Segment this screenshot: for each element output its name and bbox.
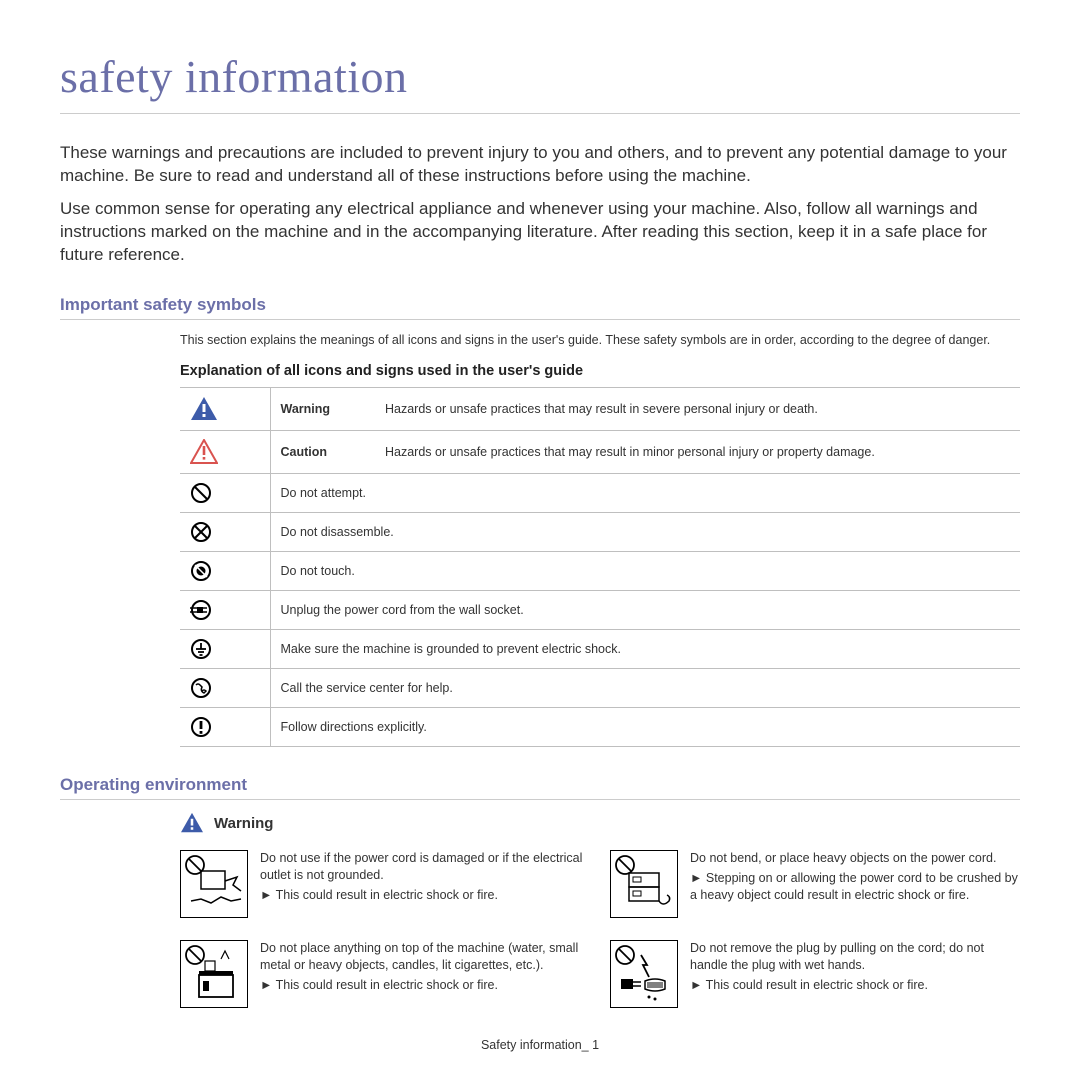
table-row: Unplug the power cord from the wall sock… (180, 591, 1020, 630)
operating-grid: Do not use if the power cord is damaged … (180, 850, 1020, 1008)
intro-paragraph-2: Use common sense for operating any elect… (60, 198, 1020, 267)
do-not-disassemble-text: Do not disassemble. (270, 513, 1020, 552)
ground-text: Make sure the machine is grounded to pre… (270, 630, 1020, 669)
warning-label: Warning (270, 388, 375, 431)
op-item-text: Do not place anything on top of the mach… (260, 940, 590, 974)
caution-label: Caution (270, 431, 375, 474)
op-item-on-top: Do not place anything on top of the mach… (180, 940, 590, 1008)
intro-paragraph-1: These warnings and precautions are inclu… (60, 142, 1020, 188)
op-item-subtext: Stepping on or allowing the power cord t… (690, 870, 1020, 904)
table-row: Make sure the machine is grounded to pre… (180, 630, 1020, 669)
unplug-text: Unplug the power cord from the wall sock… (270, 591, 1020, 630)
do-not-touch-text: Do not touch. (270, 552, 1020, 591)
section-heading-operating: Operating environment (60, 775, 1020, 800)
pictogram-pull-plug-icon (610, 940, 678, 1008)
symbols-description: This section explains the meanings of al… (180, 332, 1020, 350)
operating-warning-label: Warning (214, 815, 273, 832)
do-not-touch-icon (180, 552, 270, 591)
intro-block: These warnings and precautions are inclu… (60, 142, 1020, 267)
pictogram-heavy-object-icon (610, 850, 678, 918)
follow-directions-text: Follow directions explicitly. (270, 708, 1020, 747)
table-row: Warning Hazards or unsafe practices that… (180, 388, 1020, 431)
follow-directions-icon (180, 708, 270, 747)
op-item-bend-cord: Do not bend, or place heavy objects on t… (610, 850, 1020, 918)
op-item-subtext: This could result in electric shock or f… (690, 977, 1020, 994)
warning-text: Hazards or unsafe practices that may res… (375, 388, 1020, 431)
caution-icon (180, 431, 270, 474)
symbols-subheading: Explanation of all icons and signs used … (180, 363, 1020, 379)
do-not-disassemble-icon (180, 513, 270, 552)
pictogram-damaged-cord-icon (180, 850, 248, 918)
op-item-damaged-cord: Do not use if the power cord is damaged … (180, 850, 590, 918)
warning-icon (180, 812, 204, 834)
op-item-text: Do not remove the plug by pulling on the… (690, 940, 1020, 974)
page-footer: Safety information_ 1 (60, 1038, 1020, 1052)
symbols-content: This section explains the meanings of al… (60, 332, 1020, 748)
ground-icon (180, 630, 270, 669)
table-row: Do not touch. (180, 552, 1020, 591)
table-row: Call the service center for help. (180, 669, 1020, 708)
table-row: Follow directions explicitly. (180, 708, 1020, 747)
op-item-subtext: This could result in electric shock or f… (260, 887, 590, 904)
unplug-icon (180, 591, 270, 630)
do-not-attempt-icon (180, 474, 270, 513)
symbols-table: Warning Hazards or unsafe practices that… (180, 387, 1020, 747)
operating-warning-header: Warning (180, 812, 1020, 834)
call-service-text: Call the service center for help. (270, 669, 1020, 708)
op-item-text: Do not bend, or place heavy objects on t… (690, 850, 1020, 867)
call-service-icon (180, 669, 270, 708)
pictogram-objects-on-top-icon (180, 940, 248, 1008)
caution-text: Hazards or unsafe practices that may res… (375, 431, 1020, 474)
do-not-attempt-text: Do not attempt. (270, 474, 1020, 513)
table-row: Caution Hazards or unsafe practices that… (180, 431, 1020, 474)
warning-icon (180, 388, 270, 431)
page-title: safety information (60, 50, 1020, 114)
op-item-subtext: This could result in electric shock or f… (260, 977, 590, 994)
op-item-pull-plug: Do not remove the plug by pulling on the… (610, 940, 1020, 1008)
section-heading-symbols: Important safety symbols (60, 295, 1020, 320)
table-row: Do not disassemble. (180, 513, 1020, 552)
operating-content: Warning Do not use if the power cord is … (60, 812, 1020, 1008)
table-row: Do not attempt. (180, 474, 1020, 513)
op-item-text: Do not use if the power cord is damaged … (260, 850, 590, 884)
